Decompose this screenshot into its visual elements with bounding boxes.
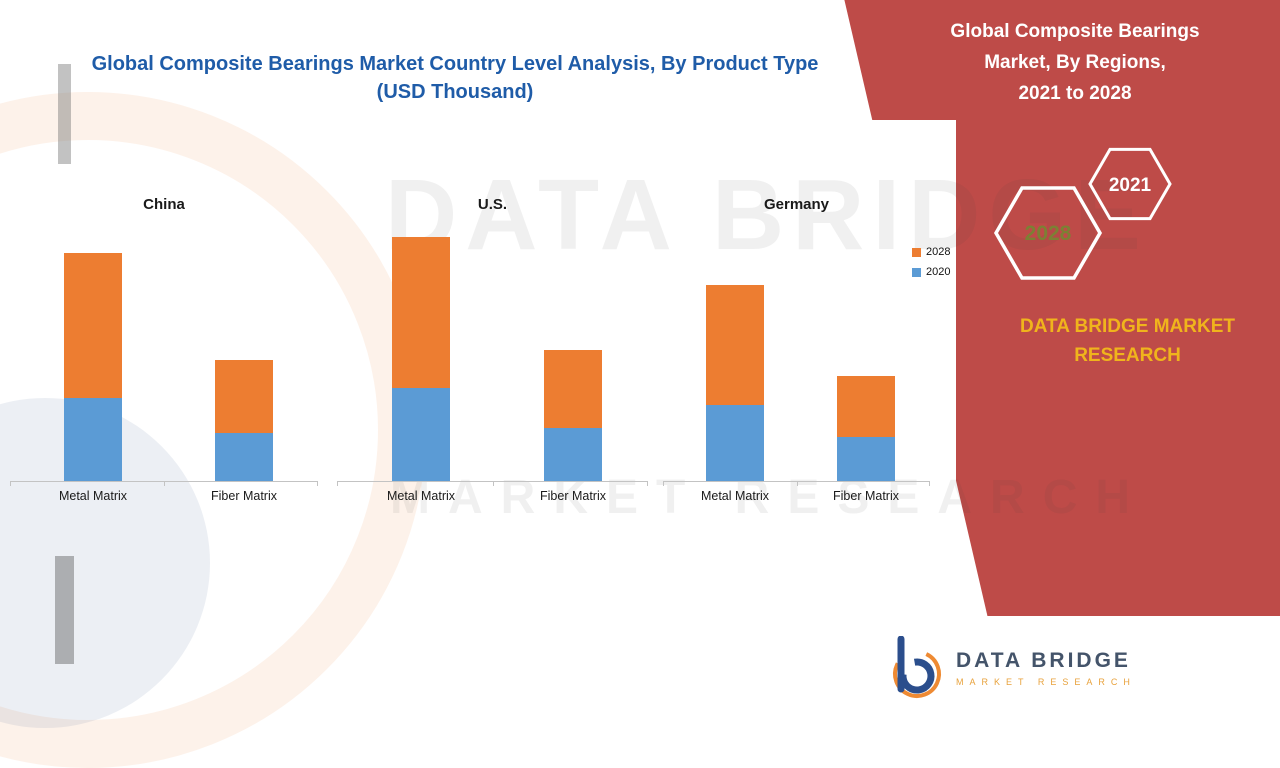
group-title: China xyxy=(143,196,185,213)
side-panel-title: Global Composite Bearings Market, By Reg… xyxy=(920,16,1230,109)
axis-tick xyxy=(10,481,11,486)
axis-tick xyxy=(647,481,648,486)
category-labels: Metal Matrix Fiber Matrix xyxy=(10,486,318,512)
bar-segment-2028 xyxy=(706,285,764,405)
bar-segment-2020 xyxy=(837,437,895,481)
axis-tick xyxy=(164,481,165,486)
category-label: Metal Matrix xyxy=(58,489,128,503)
plot-area xyxy=(663,221,930,486)
stacked-bar xyxy=(837,376,895,481)
bar-segment-2028 xyxy=(392,237,450,388)
brand-text: DATA BRIDGE MARKET RESEARCH xyxy=(985,312,1270,370)
stacked-bar xyxy=(544,350,602,481)
bar-segment-2020 xyxy=(64,398,122,481)
databridge-logo-icon xyxy=(893,636,941,698)
group-title: Germany xyxy=(763,196,830,213)
legend-label-2028: 2028 xyxy=(926,246,951,258)
chart-legend: 2028 2020 xyxy=(912,242,950,282)
category-labels: Metal Matrix Fiber Matrix xyxy=(337,486,648,512)
chart-group-china: China Metal Matrix Fiber Matrix xyxy=(10,196,318,512)
plot-area xyxy=(337,221,648,486)
stacked-bar xyxy=(215,360,273,481)
legend-swatch-2020 xyxy=(912,267,921,277)
stacked-bar xyxy=(706,285,764,481)
chart-title: Global Composite Bearings Market Country… xyxy=(91,53,819,103)
category-label: Fiber Matrix xyxy=(833,489,899,503)
side-panel-title-line2: Market, By Regions, xyxy=(984,52,1166,73)
bar-segment-2028 xyxy=(215,360,273,433)
group-title: U.S. xyxy=(477,196,508,213)
brand-text-line1: DATA BRIDGE MARKET xyxy=(1020,316,1235,337)
category-label: Metal Matrix xyxy=(700,489,770,503)
axis-tick xyxy=(663,481,664,486)
hexagon-2028-label: 2028 xyxy=(1025,222,1072,245)
bar-segment-2020 xyxy=(392,388,450,481)
hexagon-2028 xyxy=(993,186,1103,280)
legend-item-2028: 2028 xyxy=(912,242,950,262)
category-labels: Metal Matrix Fiber Matrix xyxy=(663,486,930,512)
chart-group-germany: Germany Metal Matrix Fiber Matrix xyxy=(663,196,930,512)
bar-segment-2028 xyxy=(64,253,122,398)
plot-area xyxy=(10,221,318,486)
side-panel-title-line1: Global Composite Bearings xyxy=(950,21,1200,42)
chart-group-us: U.S. Metal Matrix Fiber Matrix xyxy=(337,196,648,512)
bar-segment-2020 xyxy=(215,433,273,481)
stacked-bar xyxy=(64,253,122,481)
legend-item-2020: 2020 xyxy=(912,262,950,282)
chart-canvas xyxy=(8,120,956,532)
bar-segment-2020 xyxy=(706,405,764,481)
hexagon-2021 xyxy=(1088,147,1172,221)
axis-tick xyxy=(796,481,798,486)
legend-swatch-2028 xyxy=(912,247,921,257)
side-panel-title-line3: 2021 to 2028 xyxy=(1018,83,1132,104)
legend-label-2020: 2020 xyxy=(926,266,951,278)
hexagon-badges: 2028 2021 xyxy=(993,147,1172,280)
category-label: Fiber Matrix xyxy=(540,489,606,503)
footer-brand-name: DATA BRIDGE xyxy=(956,649,1131,672)
bar-segment-2028 xyxy=(837,376,895,437)
hexagon-2021-label: 2021 xyxy=(1109,175,1152,196)
footer-logo-bar: DATA BRIDGE MARKET RESEARCH xyxy=(872,616,1280,720)
bar-segment-2028 xyxy=(544,350,602,428)
footer-brand-sub: MARKET RESEARCH xyxy=(956,677,1136,687)
category-label: Fiber Matrix xyxy=(211,489,277,503)
brand-text-line2: RESEARCH xyxy=(1074,345,1181,366)
chart-area: China Metal Matrix Fiber Matrix U.S. Metal M… xyxy=(10,196,930,512)
axis-tick xyxy=(492,481,494,486)
stacked-bar xyxy=(392,237,450,481)
axis-tick xyxy=(317,481,318,486)
bar-segment-2020 xyxy=(544,428,602,481)
category-label: Metal Matrix xyxy=(386,489,456,503)
axis-tick xyxy=(929,481,930,486)
axis-tick xyxy=(337,481,338,486)
